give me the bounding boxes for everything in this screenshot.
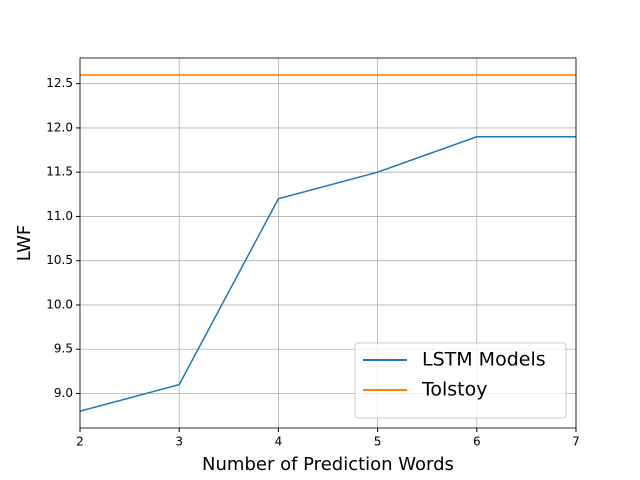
x-tick-label: 5 bbox=[374, 435, 382, 449]
legend-label: Tolstoy bbox=[421, 379, 488, 401]
y-tick-label: 10.5 bbox=[46, 253, 73, 267]
legend-box bbox=[354, 342, 567, 419]
x-tick-label: 2 bbox=[76, 435, 84, 449]
x-tick-label: 3 bbox=[175, 435, 183, 449]
legend-label: LSTM Models bbox=[422, 349, 546, 371]
x-tick-label: 7 bbox=[572, 435, 580, 449]
plot-frame bbox=[79, 57, 577, 429]
x-tick-label: 6 bbox=[473, 435, 481, 449]
x-axis-label: Number of Prediction Words bbox=[202, 454, 454, 475]
y-tick-label: 11.5 bbox=[46, 165, 73, 179]
y-tick-label: 12.0 bbox=[46, 120, 73, 134]
y-tick-label: 10.0 bbox=[46, 297, 73, 311]
y-tick-label: 12.5 bbox=[46, 76, 73, 90]
y-tick-label: 9.5 bbox=[54, 342, 73, 356]
y-axis-label: LWF bbox=[14, 225, 35, 262]
y-tick-label: 9.0 bbox=[54, 386, 73, 400]
data-line bbox=[79, 136, 576, 412]
y-tick-label: 11.0 bbox=[46, 209, 73, 223]
x-tick-label: 4 bbox=[275, 435, 283, 449]
